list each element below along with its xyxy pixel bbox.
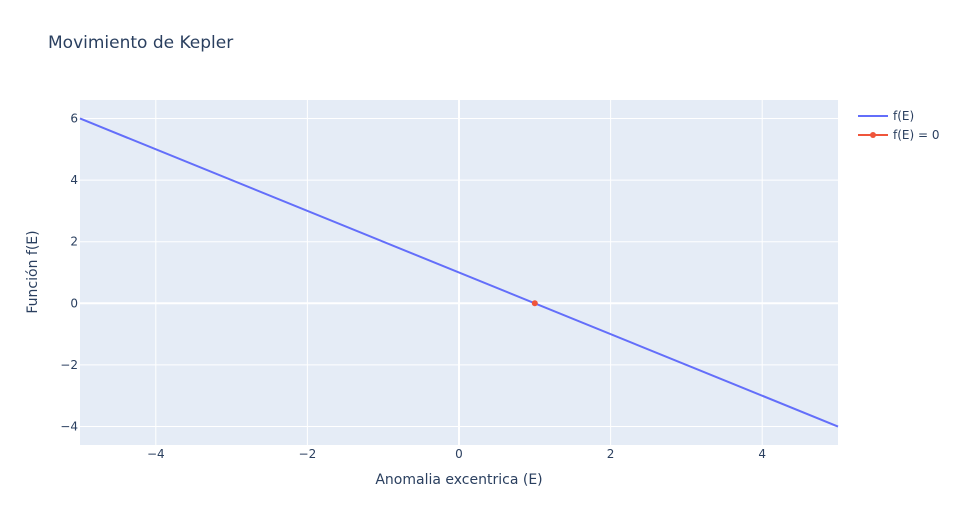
y-tick-label: 2 [70,235,78,249]
legend-item-f-e-zero[interactable]: f(E) = 0 [858,125,940,144]
y-tick-label: −2 [60,358,78,372]
x-tick-label: 4 [758,447,766,461]
x-tick-label: 0 [455,447,463,461]
x-tick-label: 2 [607,447,615,461]
chart-title: Movimiento de Kepler [48,33,234,53]
legend-item-f-e[interactable]: f(E) [858,106,940,125]
x-tick-label: −4 [147,447,165,461]
y-axis-label: Función f(E) [25,230,41,314]
x-tick-label: −2 [299,447,317,461]
legend: f(E) f(E) = 0 [858,106,940,144]
y-tick-label: −4 [60,420,78,434]
legend-label: f(E) = 0 [893,127,940,142]
legend-label: f(E) [893,108,915,123]
series-f-e-zero-point [531,300,538,307]
y-tick-label: 6 [70,111,78,125]
legend-swatch-marker-icon [858,131,888,138]
series-f-e-line [79,117,839,428]
y-tick-label: 4 [70,173,78,187]
y-axis-ticks: −4 −2 0 2 4 6 [60,111,78,433]
series-layer [79,117,839,428]
x-axis-label: Anomalia excentrica (E) [375,472,543,488]
x-axis-ticks: −4 −2 0 2 4 [147,447,766,461]
legend-swatch-line-icon [858,114,888,117]
y-tick-label: 0 [70,296,78,310]
